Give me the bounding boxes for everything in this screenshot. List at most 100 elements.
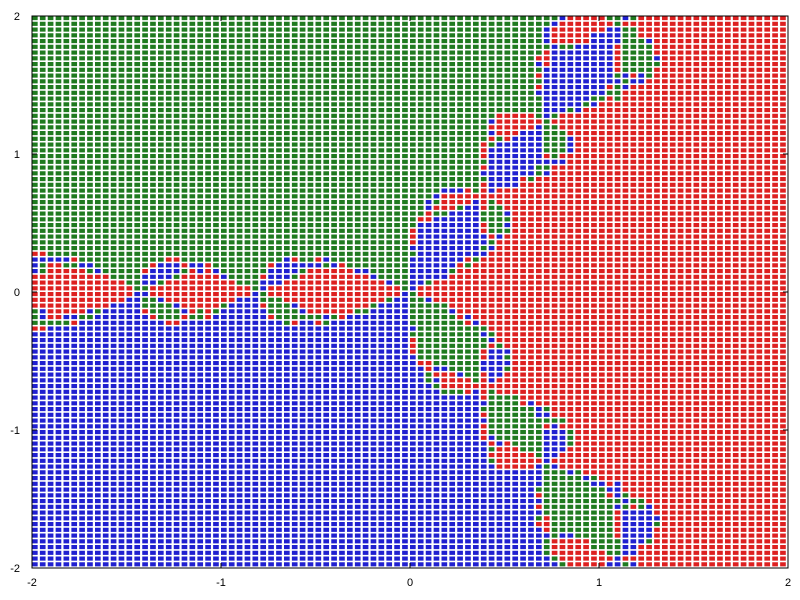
heatmap-cell (583, 205, 589, 210)
heatmap-cell (756, 223, 763, 228)
heatmap-cell (772, 62, 778, 67)
heatmap-cell (291, 234, 298, 239)
heatmap-cell (221, 188, 227, 193)
heatmap-cell (528, 292, 534, 297)
heatmap-cell (307, 154, 314, 159)
heatmap-cell (669, 182, 676, 187)
heatmap-cell (551, 154, 558, 159)
heatmap-cell (740, 67, 747, 72)
heatmap-cell (95, 56, 101, 61)
heatmap-cell (449, 274, 456, 279)
heatmap-cell (528, 205, 534, 210)
heatmap-cell (71, 16, 78, 21)
heatmap-cell (158, 73, 164, 78)
heatmap-cell (480, 154, 487, 159)
heatmap-cell (473, 251, 479, 256)
heatmap-cell (87, 240, 93, 245)
heatmap-cell (669, 154, 676, 159)
heatmap-cell (362, 280, 369, 285)
heatmap-cell (740, 240, 747, 245)
heatmap-cell (669, 165, 676, 170)
heatmap-cell (473, 131, 479, 136)
heatmap-cell (764, 142, 771, 147)
heatmap-cell (79, 108, 85, 113)
heatmap-cell (95, 223, 101, 228)
heatmap-cell (709, 211, 715, 216)
heatmap-cell (173, 200, 180, 205)
heatmap-cell (583, 297, 589, 302)
heatmap-cell (465, 297, 471, 302)
heatmap-cell (717, 131, 723, 136)
heatmap-cell (693, 39, 700, 44)
heatmap-cell (433, 165, 440, 170)
heatmap-cell (465, 154, 471, 159)
heatmap-cell (732, 182, 739, 187)
heatmap-cell (370, 205, 377, 210)
heatmap-cell (323, 280, 330, 285)
heatmap-cell (252, 113, 259, 118)
heatmap-cell (638, 223, 645, 228)
heatmap-cell (638, 280, 645, 285)
heatmap-cell (528, 136, 534, 141)
heatmap-cell (244, 240, 251, 245)
heatmap-cell (347, 280, 353, 285)
heatmap-cell (181, 217, 188, 222)
heatmap-cell (55, 286, 62, 291)
heatmap-cell (756, 39, 763, 44)
heatmap-cell (181, 223, 188, 228)
heatmap-cell (662, 205, 668, 210)
heatmap-cell (228, 257, 235, 262)
heatmap-cell (173, 79, 180, 84)
heatmap-cell (488, 205, 495, 210)
heatmap-cell (520, 113, 526, 118)
heatmap-cell (315, 217, 322, 222)
heatmap-cell (323, 62, 330, 67)
heatmap-cell (622, 79, 629, 84)
heatmap-cell (480, 297, 487, 302)
heatmap-cell (260, 171, 267, 176)
heatmap-cell (394, 217, 400, 222)
heatmap-cell (299, 136, 306, 141)
heatmap-cell (181, 171, 188, 176)
heatmap-cell (528, 286, 534, 291)
heatmap-cell (236, 286, 243, 291)
heatmap-cell (480, 263, 487, 268)
heatmap-cell (614, 33, 621, 38)
heatmap-cell (165, 177, 172, 182)
heatmap-cell (543, 27, 550, 32)
heatmap-cell (95, 165, 101, 170)
heatmap-cell (173, 142, 180, 147)
heatmap-cell (260, 108, 267, 113)
heatmap-cell (276, 44, 282, 49)
heatmap-cell (276, 142, 282, 147)
heatmap-cell (95, 33, 101, 38)
heatmap-cell (252, 50, 259, 55)
heatmap-cell (150, 67, 156, 72)
heatmap-cell (244, 131, 251, 136)
heatmap-cell (732, 113, 739, 118)
heatmap-cell (134, 136, 141, 141)
heatmap-cell (662, 240, 668, 245)
heatmap-cell (732, 44, 739, 49)
heatmap-cell (189, 309, 196, 314)
heatmap-cell (717, 148, 723, 153)
heatmap-cell (354, 205, 361, 210)
heatmap-cell (260, 182, 267, 187)
heatmap-cell (339, 85, 345, 90)
heatmap-cell (488, 90, 495, 95)
heatmap-cell (55, 21, 62, 26)
heatmap-cell (362, 119, 369, 124)
heatmap-cell (662, 119, 668, 124)
heatmap-cell (205, 73, 211, 78)
heatmap-cell (102, 251, 109, 256)
heatmap-cell (591, 269, 597, 274)
heatmap-cell (354, 148, 361, 153)
heatmap-cell (205, 33, 211, 38)
heatmap-cell (551, 228, 558, 233)
heatmap-cell (709, 251, 715, 256)
heatmap-cell (669, 79, 676, 84)
heatmap-cell (441, 62, 448, 67)
heatmap-cell (575, 240, 582, 245)
heatmap-cell (32, 125, 38, 130)
heatmap-cell (622, 125, 629, 130)
